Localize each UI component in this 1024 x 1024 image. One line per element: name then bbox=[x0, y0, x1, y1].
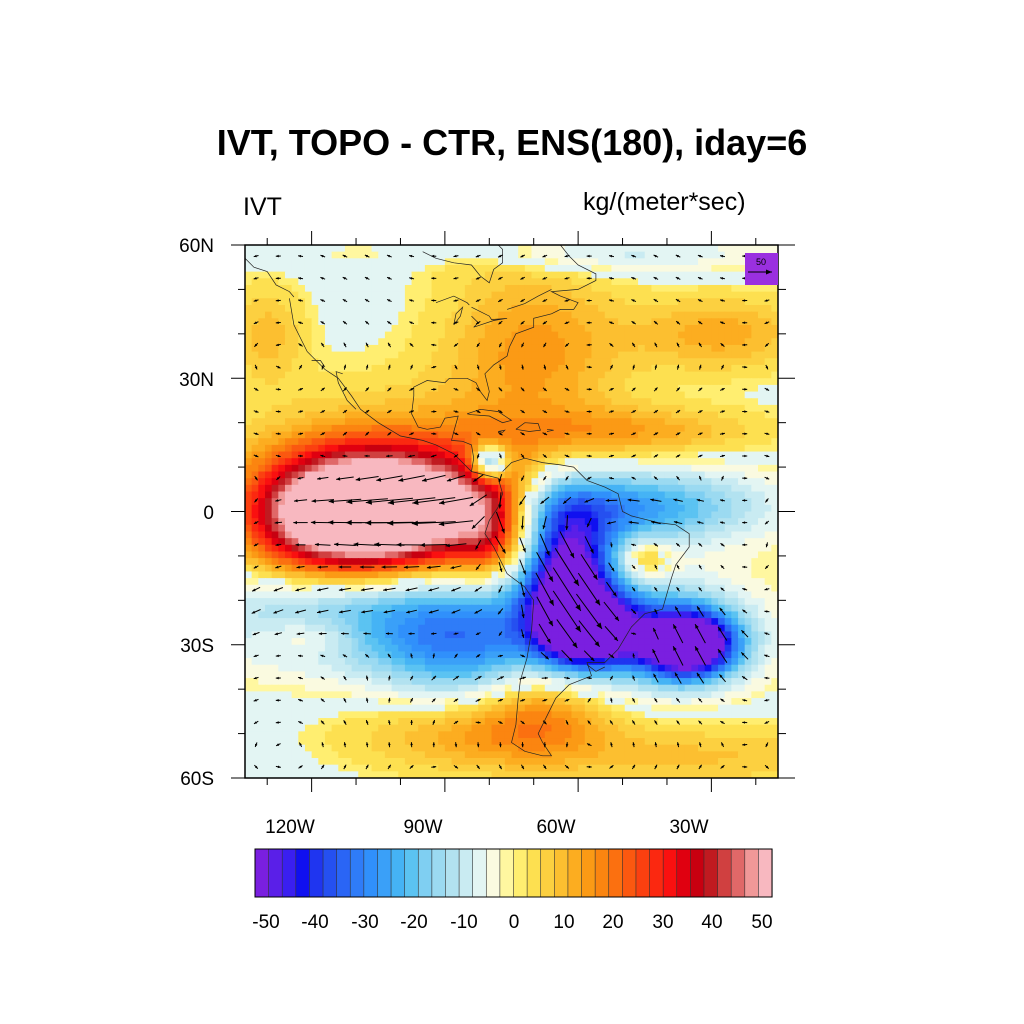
x-label-120w: 120W bbox=[265, 817, 315, 838]
reference-vector-box: 50 bbox=[745, 253, 778, 285]
y-label-30n: 30N bbox=[179, 370, 214, 391]
colorbar-labels: -50 -40 -30 -20 -10 0 10 20 30 40 50 bbox=[252, 912, 772, 933]
colorbar-label: 0 bbox=[509, 912, 520, 933]
colorbar-label: -50 bbox=[252, 912, 279, 933]
colorbar-label: -20 bbox=[400, 912, 427, 933]
reference-vector-arrowhead bbox=[766, 269, 772, 275]
x-axis-labels: 120W 90W 60W 30W bbox=[265, 817, 708, 838]
y-axis-labels: 60N 30N 0 30S 60S bbox=[179, 236, 214, 790]
colorbar-label: -10 bbox=[450, 912, 477, 933]
colorbar-label: -30 bbox=[351, 912, 378, 933]
axis-ticks bbox=[231, 231, 795, 792]
x-label-30w: 30W bbox=[669, 817, 708, 838]
colorbar-label: 20 bbox=[602, 912, 623, 933]
left-string: IVT bbox=[243, 193, 282, 221]
units-label: kg/(meter*sec) bbox=[583, 188, 746, 216]
colorbar bbox=[254, 848, 773, 898]
ivt-contour-field bbox=[245, 245, 778, 778]
colorbar-label: 40 bbox=[701, 912, 722, 933]
colorbar-label: -40 bbox=[301, 912, 328, 933]
colorbar-label: 30 bbox=[652, 912, 673, 933]
colorbar-label: 50 bbox=[751, 912, 772, 933]
reference-vector-label: 50 bbox=[756, 257, 766, 267]
y-label-60s: 60S bbox=[180, 769, 214, 790]
wind-vectors bbox=[251, 254, 770, 770]
reference-vector-background bbox=[745, 253, 778, 285]
y-label-equator: 0 bbox=[203, 503, 214, 524]
y-label-30s: 30S bbox=[180, 636, 214, 657]
y-label-60n: 60N bbox=[179, 236, 214, 257]
x-label-60w: 60W bbox=[536, 817, 575, 838]
x-label-90w: 90W bbox=[403, 817, 442, 838]
plot-title: IVT, TOPO - CTR, ENS(180), iday=6 bbox=[216, 122, 808, 163]
colorbar-label: 10 bbox=[553, 912, 574, 933]
